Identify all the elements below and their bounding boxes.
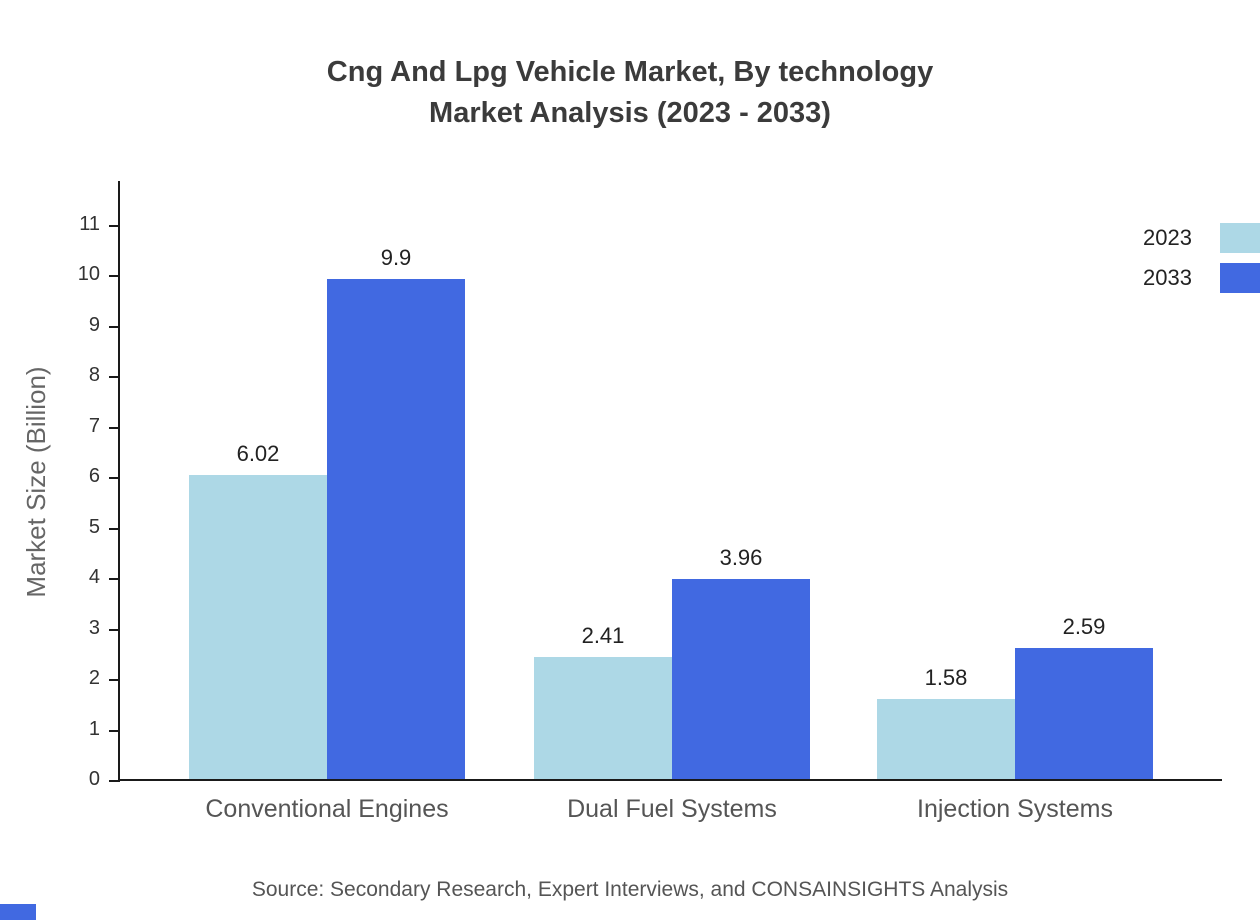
bar-value-label: 9.9	[380, 245, 412, 270]
y-tick-mark	[109, 325, 120, 328]
y-tick-mark	[109, 679, 120, 681]
y-tick-label: 6	[88, 465, 100, 487]
x-category-label: Conventional Engines	[205, 795, 449, 823]
bar-2033-injection-systems	[1015, 648, 1153, 779]
bar-value-label: 6.02	[236, 441, 280, 466]
y-tick-mark	[109, 275, 120, 277]
y-tick-label: 11	[79, 212, 100, 235]
chart-title-line-1: Cng And Lpg Vehicle Market, By technolog…	[326, 56, 934, 88]
bar-value-label: 2.59	[1062, 614, 1106, 639]
y-tick-label: 8	[88, 364, 100, 386]
y-tick-mark	[109, 578, 120, 580]
y-tick-label: 7	[88, 414, 100, 437]
bar-2023-injection-systems	[877, 699, 1015, 779]
y-tick-mark	[109, 780, 120, 782]
y-tick-mark	[109, 477, 120, 479]
chart-title-line-2: Market Analysis (2023 - 2033)	[429, 97, 831, 129]
bar-2033-conventional-engines	[327, 279, 465, 779]
y-tick-label: 2	[88, 667, 100, 689]
corner-brand-mark	[0, 904, 36, 920]
bar-value-label: 2.41	[581, 623, 625, 648]
y-tick-label: 10	[77, 263, 100, 285]
legend: 2023 2033	[1143, 218, 1260, 298]
x-category-label: Dual Fuel Systems	[567, 795, 777, 823]
y-tick-label: 9	[88, 313, 100, 336]
bar-value-label: 1.58	[924, 665, 968, 690]
y-tick-label: 3	[88, 616, 100, 639]
y-tick-mark	[109, 729, 120, 732]
legend-item-2023: 2023	[1143, 218, 1260, 258]
chart-title: Cng And Lpg Vehicle Market, By technolog…	[0, 52, 1260, 134]
y-tick-mark	[109, 628, 120, 631]
y-tick-label: 4	[88, 566, 100, 588]
x-category-label: Injection Systems	[917, 795, 1113, 823]
y-tick-mark	[109, 527, 120, 530]
legend-swatch	[1220, 263, 1260, 293]
y-tick-label: 5	[88, 515, 100, 538]
y-tick-mark	[109, 376, 120, 378]
y-tick-mark	[109, 426, 120, 429]
legend-item-2033: 2033	[1143, 258, 1260, 298]
y-tick-mark	[109, 224, 120, 227]
bar-2023-dual-fuel-systems	[534, 657, 672, 779]
legend-label: 2033	[1143, 265, 1192, 290]
legend-swatch	[1220, 223, 1260, 253]
bar-2033-dual-fuel-systems	[672, 579, 810, 779]
y-tick-label: 0	[88, 768, 100, 790]
bar-value-label: 3.96	[719, 545, 763, 570]
plot-area: 0 1 2 3 4 5 6 7 8 9 10 11 6.02 9.9 Conventional Engine…	[78, 181, 1222, 823]
y-tick-label: 1	[88, 717, 100, 740]
bar-2023-conventional-engines	[189, 475, 327, 779]
legend-label: 2023	[1143, 225, 1192, 250]
source-note: Source: Secondary Research, Expert Inter…	[251, 878, 1009, 901]
